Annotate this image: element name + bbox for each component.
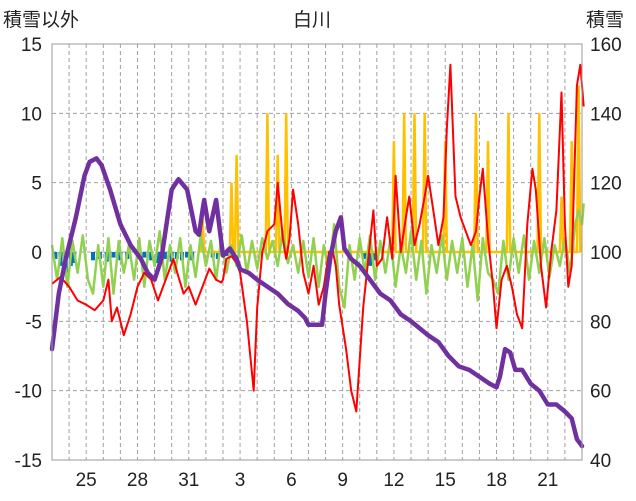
negative-bar bbox=[142, 252, 147, 258]
x-tick-label: 15 bbox=[435, 470, 456, 491]
negative-bar bbox=[368, 252, 372, 266]
x-tick-label: 3 bbox=[235, 470, 246, 491]
plot-frame bbox=[51, 43, 583, 461]
right-tick-label: 80 bbox=[590, 312, 611, 333]
x-tick-label: 31 bbox=[178, 470, 199, 491]
right-tick-label: 100 bbox=[590, 243, 622, 264]
right-tick-label: 40 bbox=[590, 451, 611, 472]
x-tick-label: 21 bbox=[537, 470, 558, 491]
left-axis-label: 積雪以外 bbox=[3, 9, 79, 31]
x-tick-label: 25 bbox=[76, 470, 97, 491]
negative-bar bbox=[185, 252, 190, 258]
right-axis-label: 積雪 bbox=[586, 9, 624, 31]
series-layer bbox=[49, 63, 585, 449]
left-tick-label: -5 bbox=[25, 312, 42, 333]
left-tick-label: -10 bbox=[15, 382, 42, 403]
left-tick-label: 5 bbox=[31, 174, 42, 195]
negative-bar bbox=[362, 252, 367, 259]
negative-bar bbox=[215, 252, 220, 259]
negative-bar bbox=[53, 252, 58, 259]
right-tick-label: 160 bbox=[590, 35, 622, 56]
x-tick-label: 28 bbox=[127, 470, 148, 491]
left-tick-label: 15 bbox=[21, 35, 42, 56]
snow-depth-line bbox=[49, 156, 585, 449]
axis-layer: 15 10 5 0 -5 -10 -15 160 140 120 100 80 60 40 25 28 31 3 6… bbox=[15, 35, 622, 491]
right-tick-label: 60 bbox=[590, 382, 611, 403]
left-tick-label: -15 bbox=[15, 451, 42, 472]
right-tick-label: 140 bbox=[590, 104, 622, 125]
negative-bar bbox=[162, 252, 167, 259]
left-tick-label: 10 bbox=[21, 104, 42, 125]
grid bbox=[51, 44, 583, 460]
x-tick-label: 12 bbox=[383, 470, 404, 491]
x-tick-label: 6 bbox=[286, 470, 297, 491]
negative-bar bbox=[111, 252, 116, 258]
temperature-line bbox=[51, 63, 585, 413]
negative-bar bbox=[149, 252, 154, 261]
right-tick-label: 120 bbox=[590, 174, 622, 195]
negative-bar bbox=[91, 252, 96, 261]
chart-title: 白川 bbox=[293, 9, 331, 31]
x-tick-label: 18 bbox=[486, 470, 507, 491]
left-tick-label: 0 bbox=[31, 243, 42, 264]
negative-bar bbox=[156, 252, 160, 264]
x-tick-label: 9 bbox=[337, 470, 348, 491]
